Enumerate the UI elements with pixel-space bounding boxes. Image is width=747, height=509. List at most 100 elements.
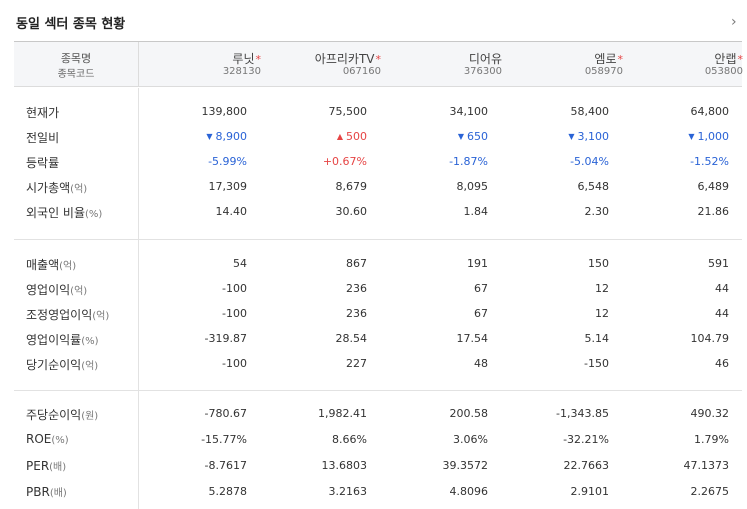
cell-value-text: 200.58 xyxy=(449,407,489,420)
row-label: 영업이익(억) xyxy=(26,281,87,298)
cell-value: ▼ 8,900 xyxy=(206,130,247,143)
row-label: PER(배) xyxy=(26,458,66,473)
star-marker-icon: * xyxy=(375,53,382,66)
stock-name[interactable]: 안랩 xyxy=(714,52,737,66)
section-divider xyxy=(14,390,742,391)
row-unit: (억) xyxy=(70,286,88,297)
cell-value: 47.1373 xyxy=(684,459,730,472)
triangle-up-icon: ▲ xyxy=(336,132,343,141)
stock-name[interactable]: 아프리카TV xyxy=(314,52,375,66)
header-stock-3[interactable]: 엠로* 058970 xyxy=(501,42,623,87)
cell-value: 4.8096 xyxy=(450,485,489,498)
row-label: 전일비 xyxy=(26,129,59,146)
row-label-text: 조정영업이익 xyxy=(26,308,93,322)
cell-value-text: 2.2675 xyxy=(690,485,730,498)
table-row: 주당순이익(원) -780.67 1,982.41 200.58 -1,343.85 49… xyxy=(0,404,747,424)
cell-value-text: 490.32 xyxy=(690,407,730,420)
star-marker-icon: * xyxy=(737,53,744,66)
cell-value-text: 191 xyxy=(467,257,488,270)
cell-value: 1.79% xyxy=(694,433,729,446)
cell-value-text: 8,679 xyxy=(335,180,368,193)
cell-value-text: -100 xyxy=(222,307,247,320)
stock-name[interactable]: 루닛 xyxy=(232,52,255,66)
cell-value-text: -319.87 xyxy=(204,332,247,345)
cell-value: 2.2675 xyxy=(691,485,730,498)
header-stock-1[interactable]: 아프리카TV* 067160 xyxy=(259,42,381,87)
cell-value: -32.21% xyxy=(563,433,609,446)
cell-value: 12 xyxy=(595,282,609,295)
stock-name[interactable]: 디어유 xyxy=(468,52,502,66)
stock-name-link[interactable]: 엠로* xyxy=(594,50,623,67)
table-row: 시가총액(억) 17,309 8,679 8,095 6,548 6,489 xyxy=(0,177,747,197)
table-row: 당기순이익(억) -100 227 48 -150 46 xyxy=(0,354,747,374)
cell-value: 22.7663 xyxy=(564,459,610,472)
cell-value-text: 17,309 xyxy=(208,180,248,193)
cell-value-text: 22.7663 xyxy=(563,459,610,472)
section-title: 동일 섹터 종목 현황 xyxy=(16,17,126,32)
cell-value: 34,100 xyxy=(450,105,489,118)
header-stock-0[interactable]: 루닛* 328130 xyxy=(138,42,261,87)
cell-value-text: 3.2163 xyxy=(328,485,368,498)
cell-value: 200.58 xyxy=(450,407,489,420)
chevron-right-icon[interactable]: › xyxy=(731,14,737,30)
stock-name-link[interactable]: 디어유 xyxy=(469,50,502,67)
cell-value: 21.86 xyxy=(698,205,730,218)
stock-name[interactable]: 엠로 xyxy=(594,52,617,66)
cell-value-text: 500 xyxy=(346,130,367,143)
cell-value: 13.6803 xyxy=(322,459,368,472)
row-label-text: 영업이익 xyxy=(26,283,71,297)
stock-name-link[interactable]: 안랩* xyxy=(714,50,743,67)
cell-value: -100 xyxy=(222,307,247,320)
row-label: PBR(배) xyxy=(26,484,67,499)
cell-value-text: -15.77% xyxy=(201,433,247,446)
table-row: 조정영업이익(억) -100 236 67 12 44 xyxy=(0,304,747,324)
row-label-text: PER xyxy=(26,459,50,473)
cell-value-text: 591 xyxy=(708,257,729,270)
cell-value: 64,800 xyxy=(691,105,730,118)
cell-value: ▼ 1,000 xyxy=(688,130,729,143)
header-stock-4[interactable]: 안랩* 053800 xyxy=(621,42,743,87)
cell-value-text: 46 xyxy=(715,357,729,370)
table-row: 현재가 139,800 75,500 34,100 58,400 64,800 xyxy=(0,102,747,122)
cell-value-text: -1,343.85 xyxy=(556,407,609,420)
stock-code: 328130 xyxy=(222,66,261,77)
row-unit: (배) xyxy=(49,462,67,473)
cell-value-text: 6,489 xyxy=(697,180,730,193)
row-label: 등락률 xyxy=(26,154,59,171)
row-label: 조정영업이익(억) xyxy=(26,306,109,323)
cell-value: 14.40 xyxy=(216,205,248,218)
triangle-down-icon: ▼ xyxy=(688,132,695,141)
cell-value: 58,400 xyxy=(571,105,610,118)
triangle-down-icon: ▼ xyxy=(206,132,213,141)
row-label-text: 매출액 xyxy=(26,258,60,272)
row-unit: (억) xyxy=(59,261,77,272)
row-label: 현재가 xyxy=(26,104,59,121)
table-row: 외국인 비율(%) 14.40 30.60 1.84 2.30 21.86 xyxy=(0,202,747,222)
cell-value-text: -100 xyxy=(222,282,247,295)
cell-value: ▲ 500 xyxy=(337,130,367,143)
header-column-divider xyxy=(138,42,139,87)
row-label-text: ROE xyxy=(26,432,52,446)
stock-name-link[interactable]: 루닛* xyxy=(232,50,261,67)
star-marker-icon: * xyxy=(255,53,262,66)
cell-value: 2.30 xyxy=(585,205,610,218)
cell-value-text: -32.21% xyxy=(563,433,609,446)
stock-name-link[interactable]: 아프리카TV* xyxy=(315,50,381,67)
row-label: 영업이익률(%) xyxy=(26,331,99,348)
cell-value-text: 1,982.41 xyxy=(318,407,367,420)
table-row: 영업이익률(%) -319.87 28.54 17.54 5.14 104.79 xyxy=(0,329,747,349)
cell-value-text: 75,500 xyxy=(328,105,368,118)
cell-value: 104.79 xyxy=(691,332,730,345)
cell-value: 48 xyxy=(474,357,488,370)
cell-value: 1,982.41 xyxy=(318,407,367,420)
cell-value: -5.04% xyxy=(570,155,609,168)
label-column-divider xyxy=(138,88,139,509)
cell-value: 28.54 xyxy=(336,332,368,345)
cell-value-text: 30.60 xyxy=(335,205,368,218)
header-stock-2[interactable]: 디어유 376300 xyxy=(380,42,502,87)
cell-value: 236 xyxy=(346,307,367,320)
cell-value: -150 xyxy=(584,357,609,370)
row-unit: (억) xyxy=(70,184,88,195)
row-label-text: 당기순이익 xyxy=(26,358,82,372)
cell-value: 191 xyxy=(467,257,488,270)
